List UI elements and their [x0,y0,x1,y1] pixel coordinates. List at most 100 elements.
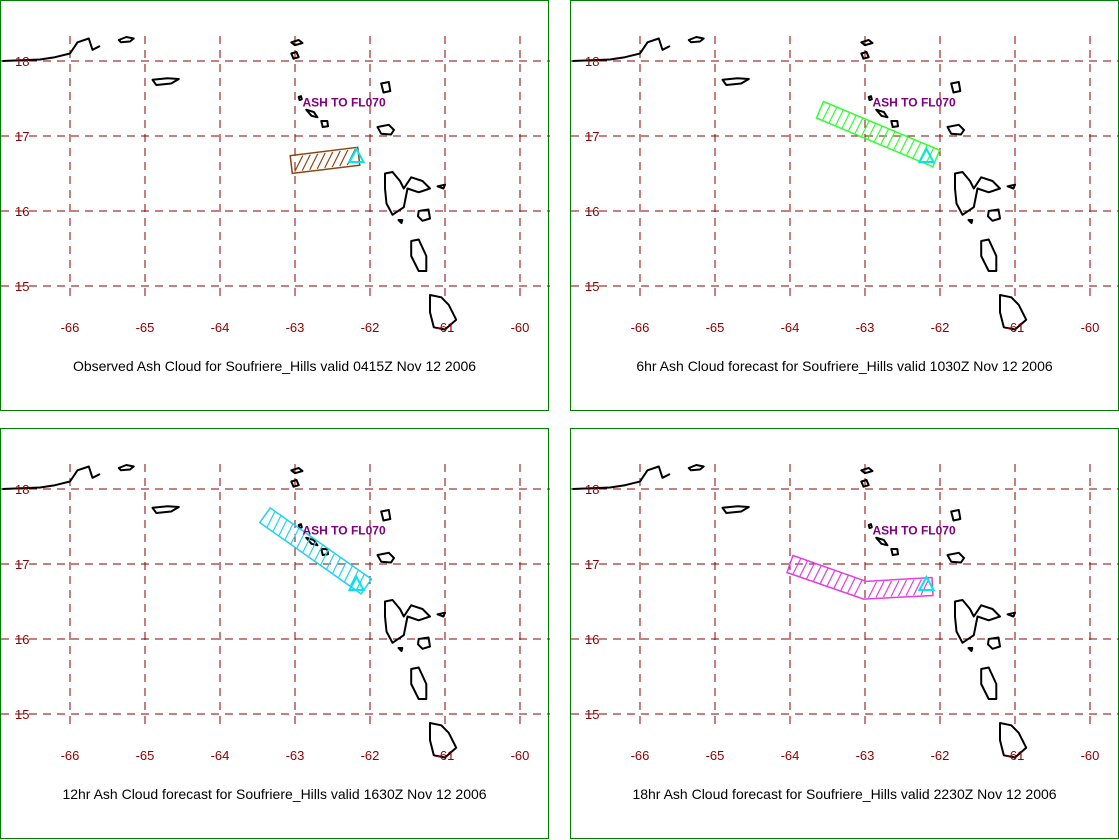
ash-cloud-hatch [266,511,276,528]
lon-tick-label: -63 [286,320,305,335]
ash-cloud-hatch [792,558,802,575]
anguilla-coast [860,467,874,475]
marie-galante-coast [417,636,431,650]
nevis-coast [320,120,329,128]
st-croix-coast [151,505,180,514]
panel-caption: Observed Ash Cloud for Soufriere_Hills v… [72,358,477,374]
map-svg: ASH TO FL070 18 17 16 15 -66 -65 -64 -63 -62 -61 -6… [1,36,550,335]
panel-caption: 6hr Ash Cloud forecast for Soufriere_Hil… [636,358,1053,374]
lat-tick-label: 18 [15,54,29,69]
ash-cloud-hatch [290,527,300,545]
lat-tick-label: 15 [15,707,29,722]
ash-level-annotation: ASH TO FL070 [303,523,386,537]
volcano-vent-marker [917,146,936,163]
les-saintes-coast [397,647,404,652]
map-panel-observed: ASH TO FL070 18 17 16 15 -66 -65 -64 -63 -62 -61 -6… [0,0,550,411]
lat-tick-label: 18 [585,54,599,69]
ash-cloud-hatch [834,109,844,127]
nevis-coast [890,548,899,556]
lat-tick-label: 18 [585,482,599,497]
martinique-coast [999,294,1028,331]
saba-coast [297,95,303,101]
ash-cloud-hatch [920,578,930,596]
martinique-coast [429,294,458,331]
ash-cloud-hatch [309,153,319,171]
ash-cloud [786,554,934,600]
ash-cloud-hatch [314,544,324,562]
ash-cloud-hatch [846,577,856,594]
ash-cloud-hatch [826,570,836,587]
ash-cloud-hatch [272,515,282,532]
puerto-rico-coast [2,465,101,490]
ash-cloud [258,506,373,595]
desirade-coast [436,183,446,190]
ash-cloud-hatch [905,579,915,597]
puerto-rico-coast [572,465,671,490]
st-martin-coast [290,51,300,60]
lon-tick-label: -60 [1081,320,1100,335]
st-kitts-coast [875,108,889,119]
marie-galante-coast [417,208,431,222]
ash-cloud-hatch [819,567,829,585]
ash-cloud-hatch [812,565,822,582]
ash-cloud-hatch [284,523,294,541]
lat-tick-label: 18 [15,482,29,497]
lon-tick-label: -62 [361,320,380,335]
nevis-coast [320,548,329,556]
ash-cloud-hatch [296,532,306,549]
guadeloupe-coast [384,171,431,216]
st-croix-coast [151,77,180,86]
anguilla-coast [290,467,304,475]
lon-tick-label: -62 [361,748,380,763]
saba-coast [867,523,873,529]
map-svg: ASH TO FL070 18 17 16 15 -66 -65 -64 -63 -62 -61 -6… [571,464,1119,763]
ash-cloud-hatch [331,150,341,168]
culebra-coast [117,464,135,472]
culebra-coast [117,36,135,44]
lon-tick-label: -61 [436,320,455,335]
lat-tick-label: 16 [15,204,29,219]
lon-tick-label: -65 [706,320,725,335]
antigua-coast [946,123,965,136]
st-kitts-coast [875,536,889,547]
antigua-coast [376,123,395,136]
ash-cloud-hatch [294,155,304,172]
anguilla-coast [860,39,874,47]
desirade-coast [436,611,446,618]
lat-tick-label: 15 [585,279,599,294]
barbuda-coast [380,81,392,94]
lon-tick-label: -62 [931,320,950,335]
ash-level-annotation: ASH TO FL070 [303,95,386,109]
lon-tick-label: -64 [211,748,230,763]
panel-caption: 18hr Ash Cloud forecast for Soufriere_Hi… [632,786,1057,802]
antigua-coast [376,551,395,564]
lon-tick-label: -63 [286,748,305,763]
st-croix-coast [721,505,750,514]
lon-tick-label: -65 [136,748,155,763]
ash-cloud-hatch [880,128,890,146]
ash-cloud-hatch [324,151,334,169]
lat-tick-label: 15 [15,279,29,294]
map-svg: ASH TO FL070 18 17 16 15 -66 -65 -64 -63 -62 -61 -6… [571,36,1119,335]
ash-cloud-hatch [325,553,336,570]
ash-cloud-hatch [905,139,915,156]
lon-tick-label: -66 [631,748,650,763]
martinique-coast [999,722,1028,759]
st-martin-coast [290,479,300,488]
lat-tick-label: 16 [15,632,29,647]
lon-tick-label: -66 [61,320,80,335]
lon-tick-label: -64 [211,320,230,335]
lon-tick-label: -62 [931,748,950,763]
lat-tick-label: 16 [585,204,599,219]
ash-cloud-hatch [799,560,809,578]
ash-cloud-hatch [833,572,843,589]
ash-cloud-hatch [840,574,850,592]
map-svg: ASH TO FL070 18 17 16 15 -66 -65 -64 -63 -62 -61 -6… [1,464,550,763]
les-saintes-coast [967,219,974,224]
saba-coast [867,95,873,101]
lon-tick-label: -65 [706,748,725,763]
lon-tick-label: -63 [856,320,875,335]
lat-tick-label: 17 [15,557,29,572]
ash-cloud-outline [258,506,373,595]
ash-cloud-hatch [890,580,900,597]
